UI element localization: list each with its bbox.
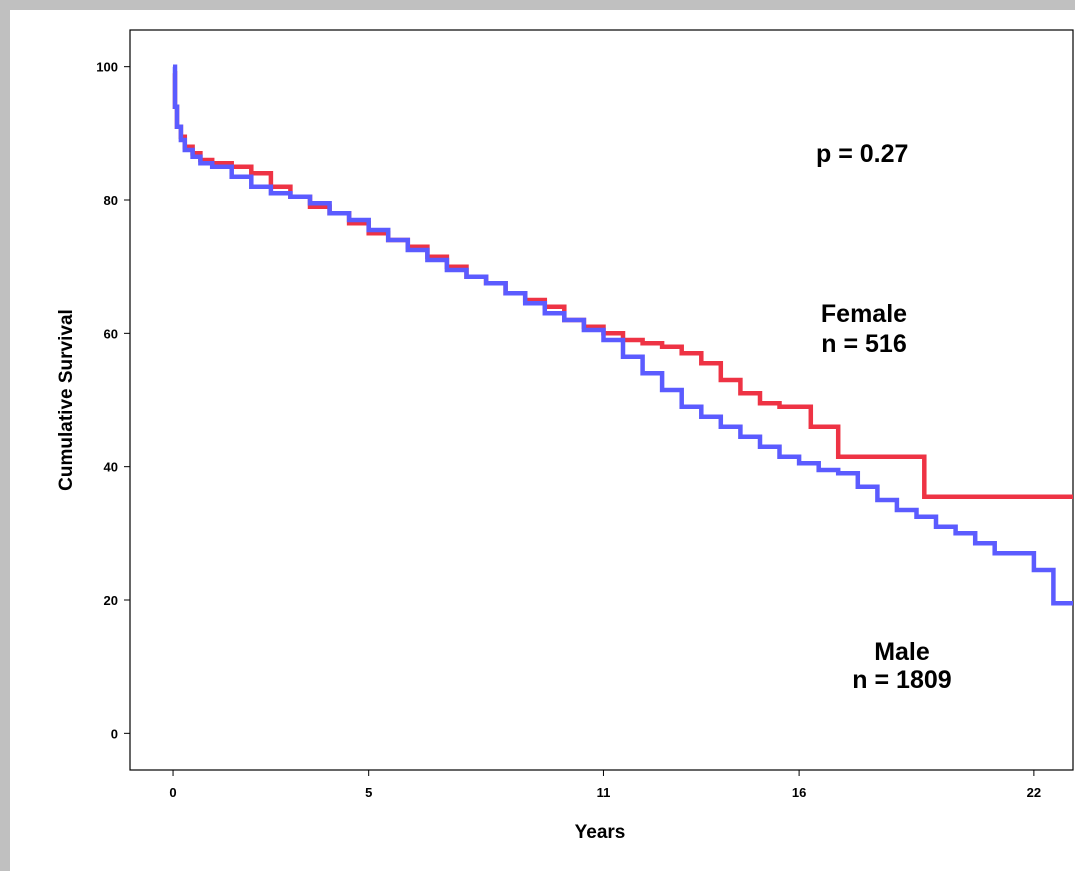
male-label: Male <box>874 638 930 666</box>
y-tick-label: 80 <box>104 193 118 208</box>
plot-area-frame <box>129 29 1074 771</box>
y-tick-label: 60 <box>104 326 118 341</box>
x-tick-label: 11 <box>597 785 611 800</box>
chart-figure: 0 5 11 16 22 0 20 40 60 80 100 Cumulative Survival… <box>10 10 1075 871</box>
survival-chart: 0 5 11 16 22 0 20 40 60 80 100 Cumulative Survival… <box>56 29 1074 843</box>
series-line-male <box>172 64 1073 606</box>
x-tick-label: 5 <box>365 785 372 800</box>
male-n-label: n = 1809 <box>852 666 951 694</box>
female-n-label: n = 516 <box>821 330 906 358</box>
female-label: Female <box>821 300 907 328</box>
axis-layer: 0 5 11 16 22 0 20 40 60 80 100 <box>96 60 1041 800</box>
x-tick-label: 22 <box>1027 785 1041 800</box>
x-axis-title: Years <box>575 822 626 843</box>
x-tick-label: 16 <box>792 785 806 800</box>
y-axis-title: Cumulative Survival <box>56 309 77 491</box>
y-tick-label: 40 <box>104 460 118 475</box>
x-tick-label: 0 <box>169 785 176 800</box>
series-layer <box>172 64 1073 606</box>
y-tick-label: 100 <box>96 60 118 75</box>
y-tick-label: 20 <box>104 593 118 608</box>
p-value-annotation: p = 0.27 <box>816 140 908 168</box>
y-tick-label: 0 <box>111 726 118 741</box>
